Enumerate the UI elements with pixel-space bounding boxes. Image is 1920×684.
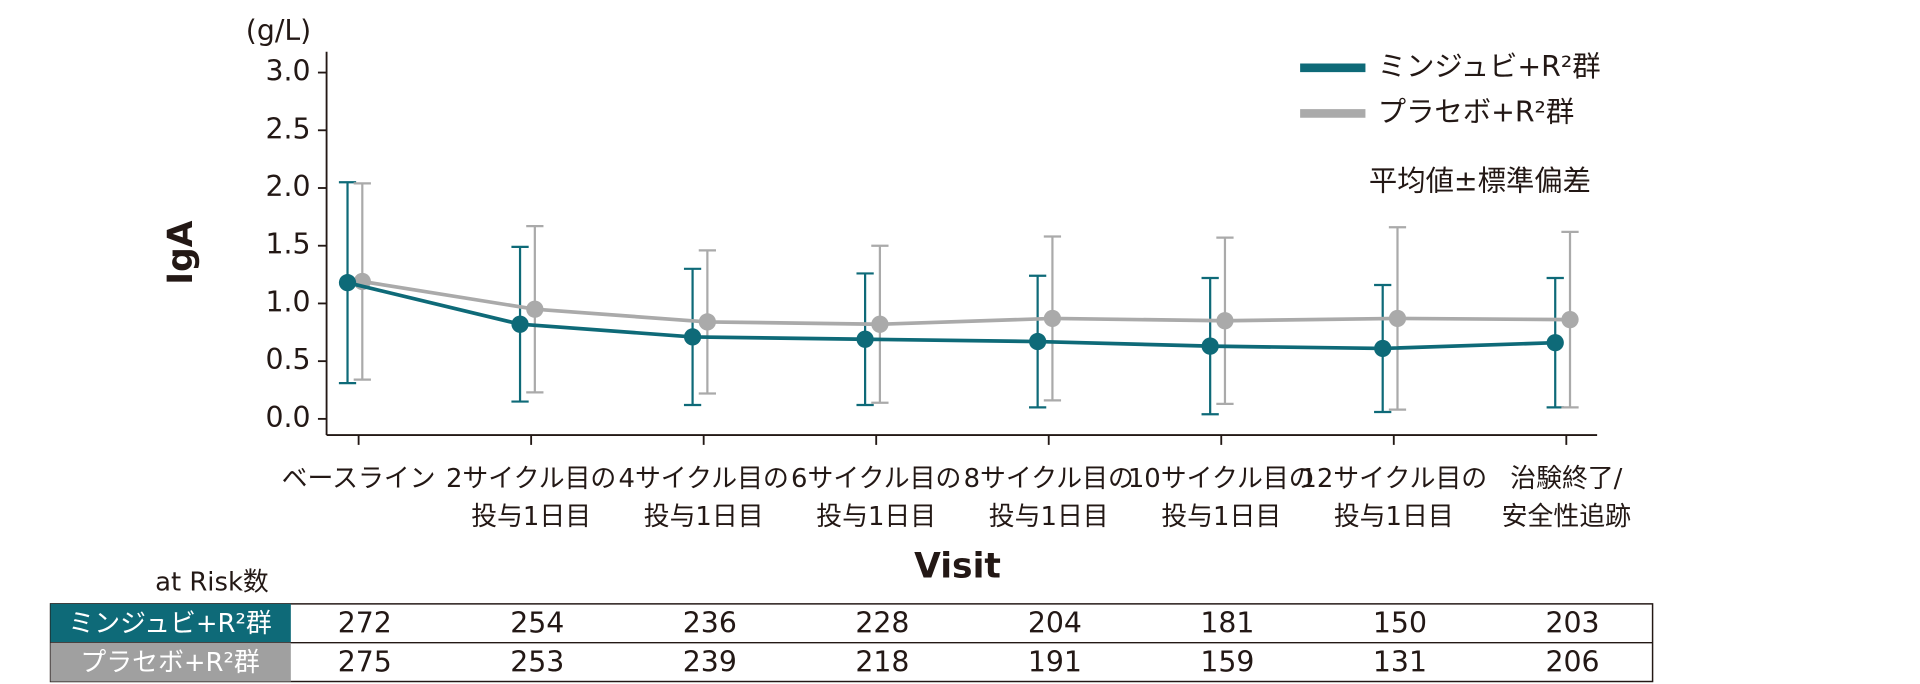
point xyxy=(1374,339,1392,358)
x-tick-label: 安全性追跡 xyxy=(1502,502,1631,532)
y-tick-label: 2.0 xyxy=(265,170,310,203)
note: 平均値±標準偏差 xyxy=(1369,164,1591,197)
x-tick-label: 投与1日目 xyxy=(816,502,936,532)
x-tick-label: 8サイクル目の xyxy=(964,464,1134,494)
x-tick-label: 治験終了/ xyxy=(1510,464,1622,494)
table-cell: 150 xyxy=(1373,607,1427,640)
table-cell: 131 xyxy=(1373,645,1427,678)
point xyxy=(511,315,529,333)
point xyxy=(1029,332,1047,351)
table-cell: 204 xyxy=(1028,607,1082,640)
y-axis-label: IgA xyxy=(161,220,201,285)
x-tick-label: 12サイクル目の xyxy=(1300,464,1487,494)
row-header: プラセボ+R²群 xyxy=(80,648,259,678)
at-risk-title: at Risk数 xyxy=(155,567,269,597)
point xyxy=(871,315,889,333)
y-tick-label: 1.5 xyxy=(265,228,310,261)
legend-label: ミンジュビ+R²群 xyxy=(1378,50,1601,83)
table-cell: 254 xyxy=(510,607,564,640)
x-tick-label: 4サイクル目の xyxy=(619,464,789,494)
point xyxy=(698,313,716,331)
point xyxy=(526,300,544,318)
table-cell: 218 xyxy=(855,645,909,678)
point xyxy=(1561,310,1579,329)
table-cell: 181 xyxy=(1200,607,1254,640)
row-header: ミンジュビ+R²群 xyxy=(68,609,271,639)
x-tick-label: 投与1日目 xyxy=(1161,502,1281,532)
y-tick-label: 0.0 xyxy=(265,401,310,434)
y-unit: (g/L) xyxy=(246,14,311,47)
point xyxy=(1043,309,1062,328)
point xyxy=(1201,337,1219,355)
x-tick-label: 10サイクル目の xyxy=(1128,464,1315,494)
point xyxy=(1216,312,1234,330)
x-tick-label: 投与1日目 xyxy=(471,502,591,532)
table-cell: 206 xyxy=(1545,645,1599,678)
point xyxy=(1388,309,1407,328)
y-tick-label: 1.0 xyxy=(265,285,310,318)
table-cell: 191 xyxy=(1028,645,1082,678)
x-tick-label: ベースライン xyxy=(282,464,436,494)
table-cell: 228 xyxy=(855,607,909,640)
table-cell: 275 xyxy=(338,645,392,678)
series-line xyxy=(362,279,1571,327)
legend-label: プラセボ+R²群 xyxy=(1378,95,1574,128)
x-tick-label: 2サイクル目の xyxy=(446,464,616,494)
x-tick-label: 投与1日目 xyxy=(644,502,764,532)
table-cell: 272 xyxy=(338,607,392,640)
table-cell: 203 xyxy=(1545,607,1599,640)
x-tick-label: 投与1日目 xyxy=(1334,502,1454,532)
table-cell: 236 xyxy=(683,607,737,640)
row-header-bg xyxy=(50,642,291,682)
row-header-bg xyxy=(50,603,291,643)
table-cell: 253 xyxy=(510,645,564,678)
point xyxy=(338,274,357,292)
table-cell: 239 xyxy=(683,645,737,678)
table-cell: 159 xyxy=(1200,645,1254,678)
x-axis-label: Visit xyxy=(914,547,1001,587)
series-line xyxy=(347,280,1556,351)
point xyxy=(1546,334,1564,352)
x-tick-label: 6サイクル目の xyxy=(791,464,961,494)
y-tick-label: 0.5 xyxy=(265,343,310,376)
y-tick-label: 3.0 xyxy=(265,55,310,88)
point xyxy=(683,328,702,346)
x-tick-label: 投与1日目 xyxy=(989,502,1109,532)
point xyxy=(856,330,874,348)
y-tick-label: 2.5 xyxy=(265,112,310,145)
